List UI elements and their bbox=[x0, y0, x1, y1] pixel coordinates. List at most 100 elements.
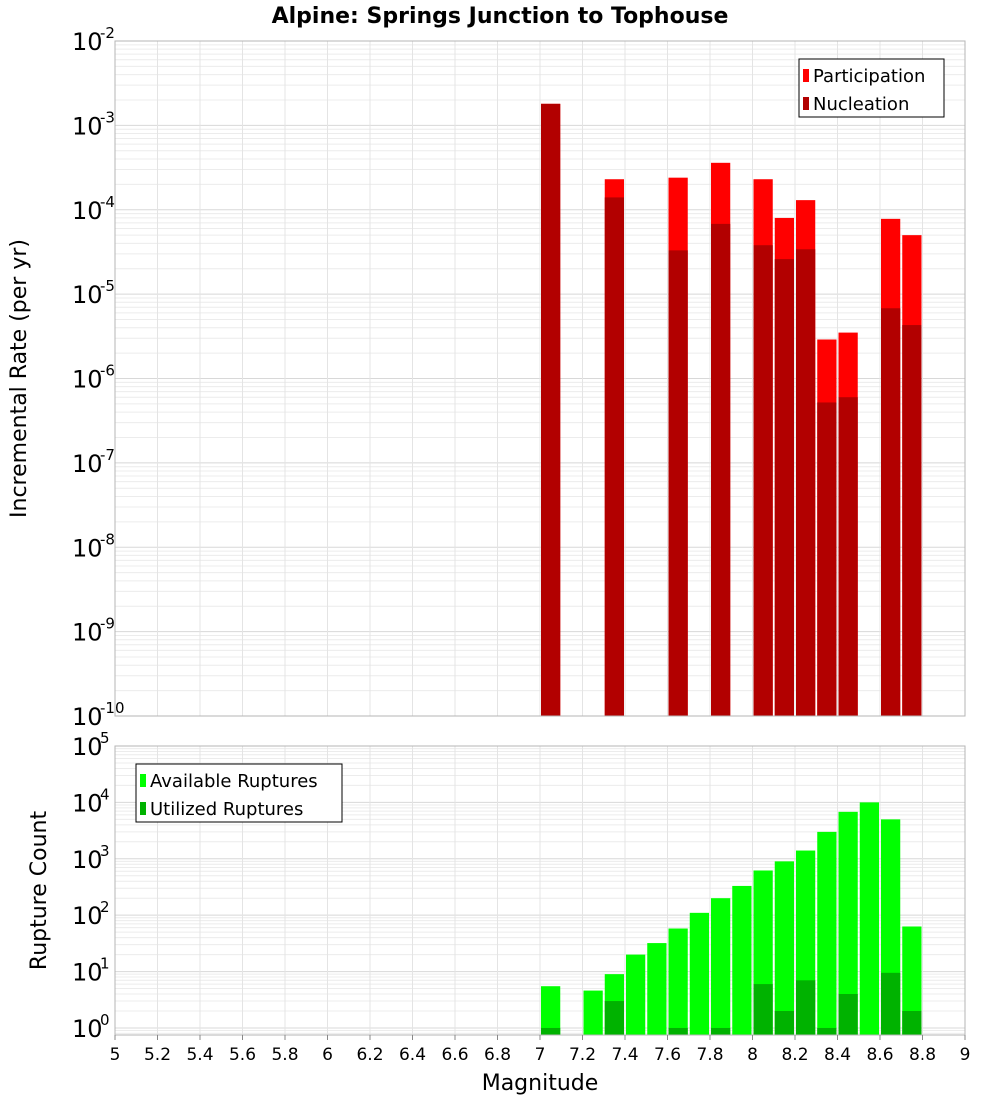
legend-swatch bbox=[140, 774, 146, 787]
x-tick-label: 6.6 bbox=[441, 1045, 468, 1065]
bar bbox=[711, 223, 731, 716]
x-tick-label: 5.6 bbox=[229, 1045, 256, 1065]
bar bbox=[774, 861, 794, 1035]
y-axis-label: Rupture Count bbox=[27, 811, 52, 971]
y-tick-label: 10 bbox=[72, 112, 103, 140]
y-tick-exponent: 1 bbox=[100, 955, 110, 973]
y-tick-exponent: 4 bbox=[100, 785, 110, 803]
x-tick-label: 8.8 bbox=[909, 1045, 936, 1065]
plot-frame bbox=[114, 40, 966, 717]
y-tick-exponent: -10 bbox=[100, 699, 125, 717]
bar bbox=[668, 250, 688, 717]
y-tick-exponent: 2 bbox=[100, 898, 110, 916]
legend-label: Utilized Ruptures bbox=[150, 799, 303, 820]
legend-label: Participation bbox=[813, 66, 925, 87]
legend-swatch bbox=[140, 802, 146, 815]
y-tick-label: 10 bbox=[72, 959, 103, 987]
y-tick-label: 10 bbox=[72, 619, 103, 647]
y-tick-exponent: -2 bbox=[100, 24, 115, 42]
x-tick-label: 7.4 bbox=[611, 1045, 638, 1065]
legend-swatch bbox=[803, 97, 809, 110]
x-tick-label: 7 bbox=[535, 1045, 546, 1065]
y-tick-label: 10 bbox=[72, 366, 103, 394]
gridlines bbox=[114, 41, 966, 717]
series-utilized-ruptures bbox=[541, 972, 922, 1035]
bar bbox=[817, 831, 837, 1035]
bar bbox=[668, 928, 688, 1035]
y-tick-label: 10 bbox=[72, 28, 103, 56]
legend: Available Ruptures Utilized Ruptures bbox=[135, 763, 343, 823]
legend-box bbox=[798, 58, 945, 118]
bar bbox=[881, 972, 901, 1035]
y-tick-exponent: -4 bbox=[100, 193, 115, 211]
bar bbox=[753, 984, 773, 1035]
x-tick-label: 6.4 bbox=[399, 1045, 426, 1065]
y-tick-label: 10 bbox=[72, 281, 103, 309]
bar bbox=[902, 325, 922, 716]
panel-1: 10-1010-910-810-710-610-510-410-310-2Inc… bbox=[7, 24, 966, 731]
bar bbox=[647, 943, 667, 1035]
y-axis-label: Incremental Rate (per yr) bbox=[7, 239, 32, 518]
y-tick-label: 10 bbox=[72, 733, 103, 761]
bar bbox=[541, 1027, 561, 1035]
bar bbox=[774, 259, 794, 716]
y-tick-exponent: -6 bbox=[100, 362, 115, 380]
y-tick-label: 10 bbox=[72, 197, 103, 225]
legend-swatch bbox=[803, 69, 809, 82]
bar bbox=[774, 1010, 794, 1035]
x-tick-label: 7.8 bbox=[696, 1045, 723, 1065]
legend-label: Available Ruptures bbox=[150, 771, 318, 792]
series-nucleation bbox=[541, 103, 922, 717]
x-tick-label: 5 bbox=[110, 1045, 121, 1065]
bar bbox=[796, 980, 816, 1035]
y-tick-exponent: -7 bbox=[100, 446, 115, 464]
bar bbox=[902, 926, 922, 1035]
bar bbox=[583, 990, 603, 1035]
bar bbox=[541, 103, 561, 717]
y-tick-exponent: 5 bbox=[100, 729, 110, 747]
y-tick-exponent: -5 bbox=[100, 277, 115, 295]
x-tick-label: 5.2 bbox=[144, 1045, 171, 1065]
bar bbox=[604, 1001, 624, 1035]
y-tick-label: 10 bbox=[72, 1015, 103, 1043]
y-tick-exponent: 0 bbox=[100, 1011, 110, 1029]
x-axis-label: Magnitude bbox=[482, 1071, 599, 1096]
y-tick-label: 10 bbox=[72, 902, 103, 930]
bar bbox=[668, 1027, 688, 1035]
y-tick-exponent: -8 bbox=[100, 530, 115, 548]
bar bbox=[689, 912, 709, 1035]
bar bbox=[796, 249, 816, 716]
bar bbox=[604, 197, 624, 717]
y-tick-label: 10 bbox=[72, 703, 103, 731]
x-tick-label: 7.2 bbox=[569, 1045, 596, 1065]
bar bbox=[817, 1027, 837, 1035]
x-tick-label: 7.6 bbox=[654, 1045, 681, 1065]
legend-label: Nucleation bbox=[813, 94, 909, 115]
bar bbox=[753, 245, 773, 717]
bar bbox=[732, 885, 752, 1035]
chart-title: Alpine: Springs Junction to Tophouse bbox=[272, 4, 729, 29]
bar bbox=[881, 308, 901, 716]
x-tick-label: 6.2 bbox=[356, 1045, 383, 1065]
bar bbox=[817, 402, 837, 716]
x-tick-label: 5.8 bbox=[271, 1045, 298, 1065]
bar bbox=[626, 954, 646, 1035]
y-tick-label: 10 bbox=[72, 534, 103, 562]
y-tick-exponent: -9 bbox=[100, 615, 115, 633]
bar bbox=[541, 986, 561, 1035]
x-tick-label: 6.8 bbox=[484, 1045, 511, 1065]
y-tick-label: 10 bbox=[72, 789, 103, 817]
x-tick-label: 6 bbox=[322, 1045, 333, 1065]
legend-box bbox=[135, 763, 343, 823]
x-tick-label: 5.4 bbox=[186, 1045, 213, 1065]
bar bbox=[711, 1027, 731, 1035]
y-tick-label: 10 bbox=[72, 846, 103, 874]
y-tick-exponent: -3 bbox=[100, 108, 115, 126]
bar bbox=[838, 994, 858, 1035]
x-tick-label: 9 bbox=[960, 1045, 971, 1065]
x-tick-label: 8.6 bbox=[866, 1045, 893, 1065]
bar bbox=[838, 397, 858, 716]
y-tick-label: 10 bbox=[72, 450, 103, 478]
